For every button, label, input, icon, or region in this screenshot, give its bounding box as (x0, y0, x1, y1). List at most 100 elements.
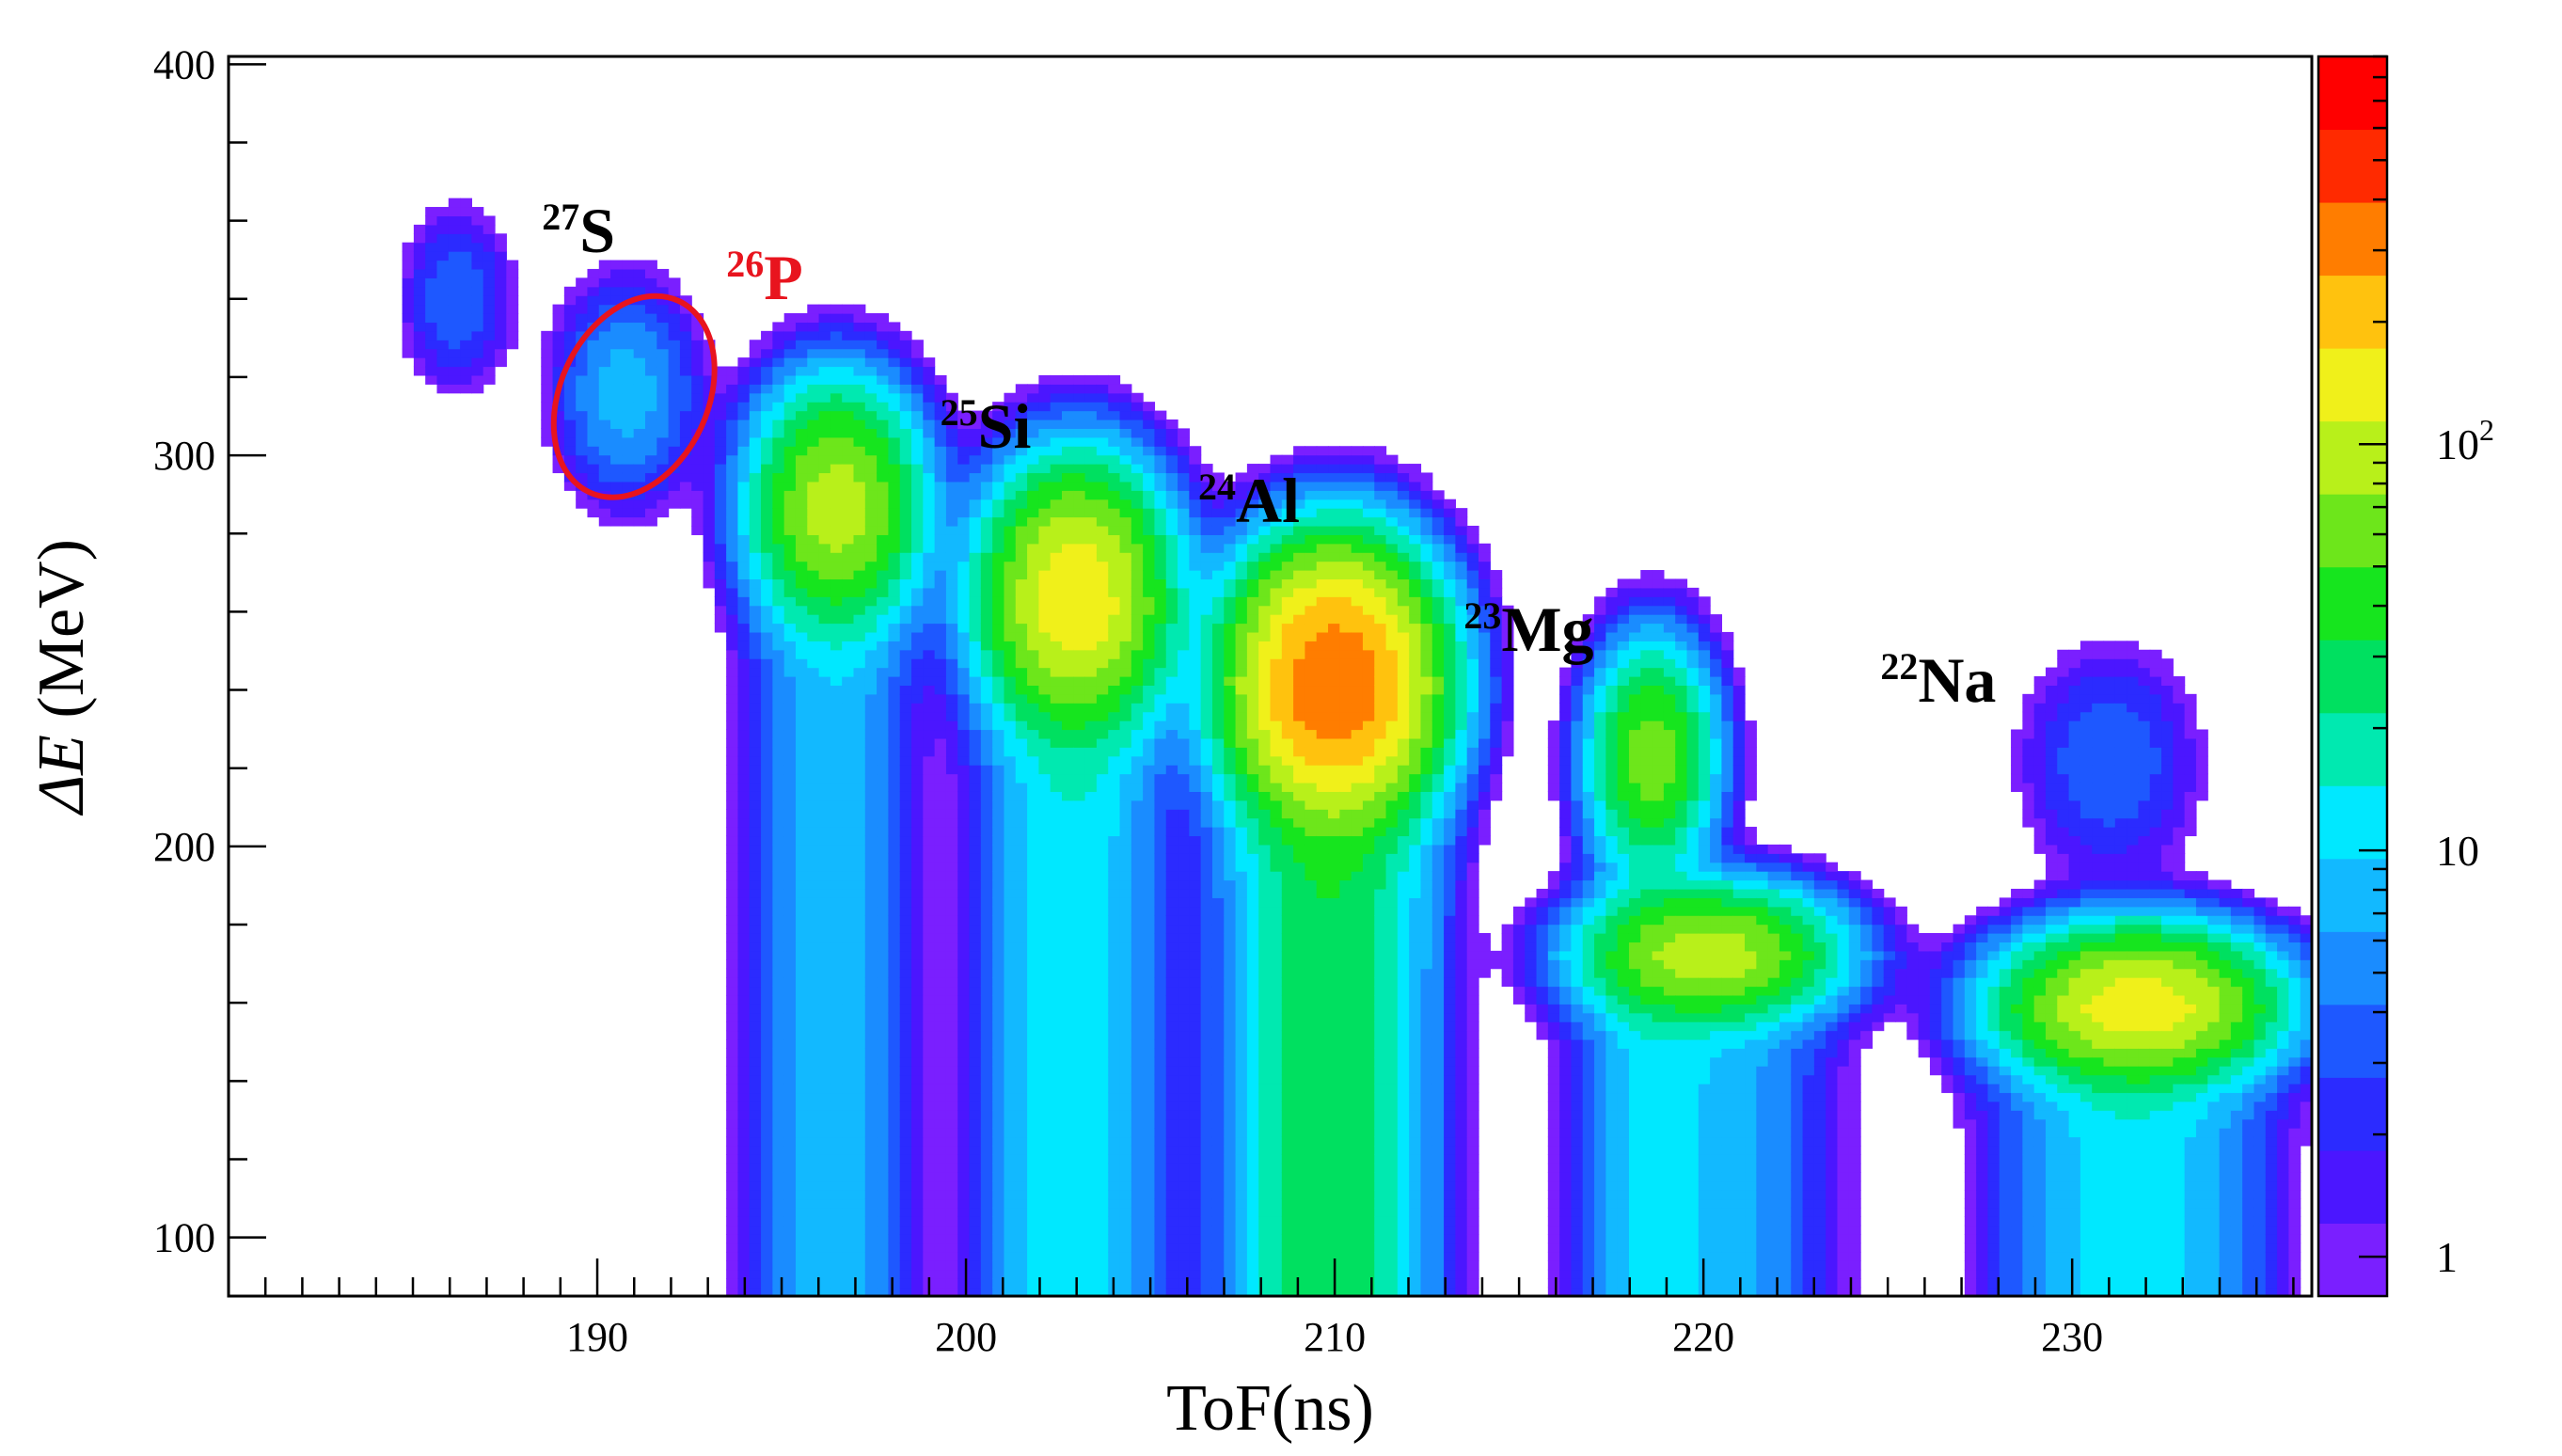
heatmap-cell (888, 1110, 901, 1120)
heatmap-cell (783, 986, 797, 996)
heatmap-cell (1084, 747, 1098, 757)
heatmap-cell (1038, 446, 1052, 456)
heatmap-cell (703, 481, 716, 491)
heatmap-cell (945, 534, 958, 545)
heatmap-cell (969, 1136, 982, 1147)
heatmap-cell (911, 402, 924, 412)
heatmap-cell (622, 313, 635, 324)
heatmap-cell (911, 1030, 924, 1040)
heatmap-cell (1154, 942, 1167, 952)
heatmap-cell (945, 490, 958, 500)
heatmap-cell (842, 703, 855, 713)
heatmap-cell (818, 1056, 831, 1067)
heatmap-cell (737, 428, 751, 438)
heatmap-cell (1119, 1074, 1132, 1084)
heatmap-cell (1131, 605, 1144, 615)
heatmap-cell (992, 1172, 1005, 1182)
heatmap-cell (807, 879, 820, 890)
heatmap-cell (563, 454, 577, 465)
heatmap-cell (1027, 693, 1039, 704)
heatmap-cell (923, 1056, 936, 1067)
heatmap-cell (980, 1269, 993, 1279)
heatmap-cell (1062, 1004, 1074, 1014)
heatmap-cell (969, 1066, 982, 1076)
heatmap-cell (783, 1066, 797, 1076)
heatmap-cell (1038, 1038, 1052, 1049)
heatmap-cell (1015, 1048, 1028, 1058)
heatmap-cell (761, 472, 773, 483)
heatmap-cell (807, 827, 820, 837)
heatmap-cell (899, 631, 912, 641)
heatmap-cell (853, 879, 866, 890)
heatmap-cell (610, 499, 623, 509)
heatmap-cell (761, 755, 773, 766)
heatmap-cell (807, 1110, 820, 1120)
heatmap-cell (853, 703, 866, 713)
heatmap-cell (1084, 711, 1098, 721)
heatmap-cell (413, 366, 426, 376)
heatmap-cell (911, 853, 924, 863)
heatmap-cell (425, 374, 438, 385)
heatmap-cell (853, 817, 866, 828)
heatmap-cell (1038, 499, 1052, 509)
heatmap-cell (969, 933, 982, 943)
heatmap-cell (783, 676, 797, 687)
heatmap-cell (622, 516, 635, 527)
heatmap-cell (471, 330, 484, 340)
heatmap-cell (818, 614, 831, 625)
heatmap-cell (1189, 1066, 1202, 1076)
heatmap-cell (888, 685, 901, 695)
heatmap-cell (1073, 933, 1086, 943)
heatmap-cell (1062, 915, 1074, 926)
heatmap-cell (888, 1260, 901, 1271)
heatmap-cell (1189, 543, 1202, 553)
heatmap-cell (1004, 1056, 1017, 1067)
heatmap-cell (482, 330, 496, 340)
heatmap-cell (749, 552, 762, 562)
heatmap-cell (888, 552, 901, 562)
heatmap-cell (864, 1242, 878, 1253)
heatmap-cell (899, 747, 912, 757)
heatmap-cell (737, 578, 751, 589)
heatmap-cell (969, 658, 982, 669)
heatmap-cell (703, 578, 716, 589)
heatmap-cell (1084, 667, 1098, 677)
heatmap-cell (945, 685, 958, 695)
heatmap-cell (1178, 605, 1190, 615)
heatmap-cell (1143, 1092, 1156, 1102)
heatmap-cell (899, 649, 912, 659)
heatmap-cell (1096, 454, 1109, 465)
heatmap-cell (818, 933, 831, 943)
heatmap-cell (957, 720, 971, 731)
heatmap-cell (714, 410, 727, 420)
heatmap-cell (807, 374, 820, 385)
heatmap-cell (795, 1216, 808, 1227)
heatmap-cell (1038, 1136, 1052, 1147)
heatmap-cell (934, 490, 947, 500)
heatmap-cell (772, 711, 785, 721)
heatmap-cell (749, 1190, 762, 1200)
heatmap-cell (1027, 676, 1039, 687)
heatmap-cell (1143, 1021, 1156, 1032)
heatmap-cell (934, 1100, 947, 1111)
heatmap-cell (1178, 481, 1190, 491)
heatmap-cell (783, 924, 797, 934)
heatmap-cell (622, 392, 635, 403)
heatmap-cell (425, 242, 438, 252)
heatmap-cell (842, 446, 855, 456)
heatmap-cell (969, 1190, 982, 1200)
heatmap-cell (945, 827, 958, 837)
heatmap-cell (934, 641, 947, 651)
heatmap-cell (1200, 799, 1213, 810)
heatmap-cell (737, 525, 751, 535)
heatmap-cell (957, 1234, 971, 1244)
heatmap-cell (1189, 1242, 1202, 1253)
heatmap-cell (1062, 950, 1074, 960)
heatmap-cell (1178, 570, 1190, 580)
heatmap-cell (830, 1056, 843, 1067)
heatmap-cell (610, 410, 623, 420)
heatmap-cell (772, 340, 785, 350)
heatmap-cell (934, 791, 947, 801)
heatmap-cell (1062, 436, 1074, 447)
heatmap-cell (772, 720, 785, 731)
